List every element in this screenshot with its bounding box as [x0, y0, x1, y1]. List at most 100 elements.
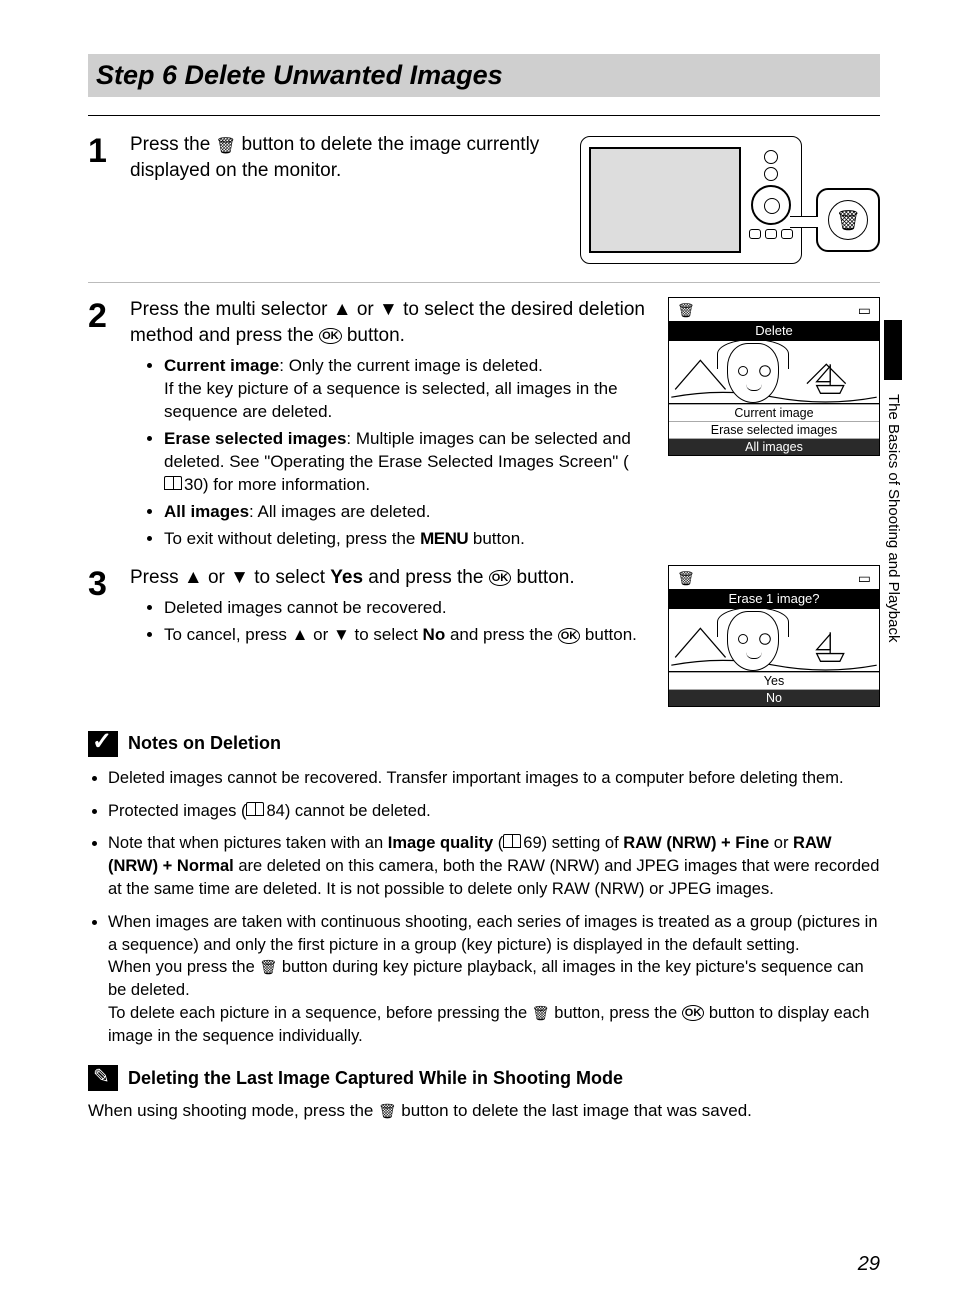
step-1-text: Press the button to delete the image cur…: [130, 132, 564, 184]
trash-icon: [378, 1102, 396, 1120]
menu-option: Yes: [669, 672, 879, 689]
step-header-title: Step 6 Delete Unwanted Images: [96, 60, 868, 91]
check-icon: [88, 731, 118, 757]
side-tab-label: The Basics of Shooting and Playback: [885, 394, 902, 642]
page-number: 29: [858, 1253, 880, 1276]
trash-icon: [835, 207, 860, 233]
text: Press the multi selector: [130, 299, 333, 320]
menu-title: Erase 1 image?: [669, 589, 879, 608]
label: Image quality: [388, 834, 493, 852]
text: Press: [130, 567, 184, 588]
menu-option-selected: No: [669, 689, 879, 706]
text: : Only the current image is deleted.: [279, 356, 543, 375]
ok-icon: OK: [682, 1005, 705, 1021]
text: button.: [468, 529, 525, 548]
menu-option: Current image: [669, 404, 879, 421]
up-arrow-icon: [333, 299, 352, 320]
down-arrow-icon: [230, 567, 249, 588]
trash-icon: [259, 959, 277, 976]
bullet-all-images: All images: All images are deleted.: [164, 501, 652, 524]
ok-icon: OK: [319, 328, 342, 344]
step-3-lead: Press or to select Yes and press the OK …: [130, 565, 652, 591]
text: Protected images (: [108, 802, 246, 820]
text: to select: [249, 567, 330, 588]
step-number: 2: [88, 297, 130, 333]
bullet-exit: To exit without deleting, press the MENU…: [164, 528, 652, 551]
battery-icon: ▭: [858, 302, 871, 319]
text: (: [493, 834, 503, 852]
confirm-menu-illustration: 🗑 ▭ Erase 1 image? Yes: [668, 565, 880, 707]
page-ref: 30: [184, 474, 203, 497]
label: All images: [164, 502, 249, 521]
step-2-lead: Press the multi selector or to select th…: [130, 297, 652, 349]
text: Note that when pictures taken with an: [108, 834, 388, 852]
label: Current image: [164, 356, 279, 375]
tip-title: Deleting the Last Image Captured While i…: [128, 1068, 623, 1089]
text: button, press the: [550, 1004, 682, 1022]
battery-icon: ▭: [858, 570, 871, 587]
delete-menu-illustration: 🗑 ▭ Delete Cu: [668, 297, 880, 456]
note-item: Deleted images cannot be recovered. Tran…: [108, 767, 880, 790]
note-item: Protected images ( 84) cannot be deleted.: [108, 800, 880, 823]
ok-icon: OK: [489, 570, 512, 586]
page-ref: 69: [523, 832, 541, 855]
yes-label: Yes: [330, 567, 363, 588]
divider: [88, 282, 880, 283]
notes-list: Deleted images cannot be recovered. Tran…: [88, 767, 880, 1047]
no-label: No: [423, 625, 446, 644]
camera-illustration: [580, 132, 880, 272]
tip-text: When using shooting mode, press the butt…: [88, 1101, 880, 1121]
ok-icon: OK: [558, 628, 581, 644]
page-ref: 84: [266, 800, 284, 823]
menu-option: Erase selected images: [669, 421, 879, 438]
step-3: 3 Press or to select Yes and press the O…: [88, 565, 880, 707]
up-arrow-icon: [184, 567, 203, 588]
trash-icon: 🗑: [677, 302, 695, 319]
bullet: Deleted images cannot be recovered.: [164, 597, 652, 620]
notes-heading: Notes on Deletion: [88, 731, 880, 757]
text: When you press the: [108, 958, 259, 976]
text: to select: [350, 625, 423, 644]
trash-icon: [532, 1005, 550, 1022]
bullet-current-image: Current image: Only the current image is…: [164, 355, 652, 424]
text: When images are taken with continuous sh…: [108, 913, 878, 954]
divider: [88, 115, 880, 116]
text: To cancel, press: [164, 625, 292, 644]
tip-heading: Deleting the Last Image Captured While i…: [88, 1065, 880, 1091]
label: RAW (NRW) + Fine: [623, 834, 769, 852]
step-2: 2 Press the multi selector or to select …: [88, 297, 880, 555]
down-arrow-icon: [333, 625, 350, 644]
trash-icon: [216, 135, 237, 155]
step-1: 1 Press the button to delete the image c…: [88, 132, 880, 272]
side-tab: The Basics of Shooting and Playback: [876, 320, 902, 732]
text: button.: [511, 567, 574, 588]
text: Press the: [130, 134, 216, 155]
pencil-icon: [88, 1065, 118, 1091]
step-number: 1: [88, 132, 130, 168]
bullet: To cancel, press or to select No and pre…: [164, 624, 652, 647]
text: To exit without deleting, press the: [164, 529, 420, 548]
text: ) setting of: [542, 834, 624, 852]
text: and press the: [445, 625, 557, 644]
note-item: Note that when pictures taken with an Im…: [108, 832, 880, 900]
text: button to delete the last image that was…: [397, 1101, 752, 1120]
trash-icon: 🗑: [677, 570, 695, 587]
text: or: [769, 834, 793, 852]
text: If the key picture of a sequence is sele…: [164, 378, 652, 424]
menu-option-selected: All images: [669, 438, 879, 455]
text: ) cannot be deleted.: [285, 802, 431, 820]
text: button.: [342, 325, 405, 346]
text: or: [352, 299, 379, 320]
down-arrow-icon: [379, 299, 398, 320]
menu-title: Delete: [669, 321, 879, 340]
text: To delete each picture in a sequence, be…: [108, 1004, 532, 1022]
note-item: When images are taken with continuous sh…: [108, 911, 880, 1048]
label: Erase selected images: [164, 429, 346, 448]
page-ref-icon: 84: [246, 800, 284, 823]
text: or: [308, 625, 333, 644]
up-arrow-icon: [292, 625, 309, 644]
step-number: 3: [88, 565, 130, 601]
menu-icon: MENU: [420, 529, 468, 548]
text: ) for more information.: [203, 475, 370, 494]
text: When using shooting mode, press the: [88, 1101, 378, 1120]
